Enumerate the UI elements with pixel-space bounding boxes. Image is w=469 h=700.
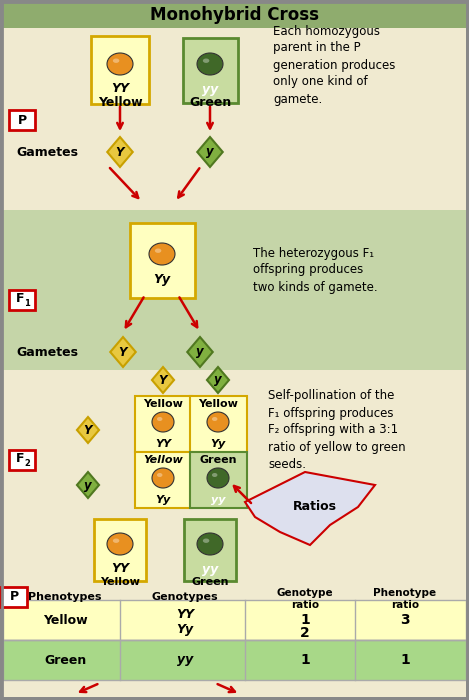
Ellipse shape <box>155 248 161 253</box>
Text: YY: YY <box>111 83 129 95</box>
Text: The heterozygous F₁
offspring produces
two kinds of gamete.: The heterozygous F₁ offspring produces t… <box>253 246 378 293</box>
Ellipse shape <box>197 53 223 75</box>
Ellipse shape <box>113 538 119 543</box>
Ellipse shape <box>107 53 133 75</box>
Text: y: y <box>84 479 92 491</box>
Ellipse shape <box>152 468 174 488</box>
Text: Ratios: Ratios <box>293 500 337 514</box>
FancyBboxPatch shape <box>189 452 247 508</box>
Ellipse shape <box>157 473 162 477</box>
Text: Y: Y <box>159 374 167 386</box>
Text: Y: Y <box>119 346 127 358</box>
Polygon shape <box>110 337 136 367</box>
FancyBboxPatch shape <box>9 450 35 470</box>
Ellipse shape <box>113 59 119 63</box>
FancyBboxPatch shape <box>3 640 466 680</box>
FancyBboxPatch shape <box>135 396 191 452</box>
Text: Genotypes: Genotypes <box>151 592 218 602</box>
Text: 1: 1 <box>300 613 310 627</box>
FancyBboxPatch shape <box>3 210 466 370</box>
Text: Gametes: Gametes <box>16 346 78 358</box>
Text: yy: yy <box>211 495 225 505</box>
FancyBboxPatch shape <box>184 519 236 581</box>
Ellipse shape <box>203 59 209 63</box>
Ellipse shape <box>157 417 162 421</box>
FancyBboxPatch shape <box>94 519 146 581</box>
Text: Green: Green <box>191 577 229 587</box>
Polygon shape <box>77 417 99 443</box>
Text: 1: 1 <box>400 653 410 667</box>
Ellipse shape <box>207 412 229 432</box>
Text: 2: 2 <box>300 626 310 640</box>
Polygon shape <box>187 337 213 367</box>
Text: Yellow: Yellow <box>143 455 183 465</box>
Text: y: y <box>196 346 204 358</box>
Text: YY: YY <box>176 608 194 622</box>
FancyBboxPatch shape <box>135 452 191 508</box>
FancyBboxPatch shape <box>1 587 27 607</box>
Ellipse shape <box>197 533 223 555</box>
Text: y: y <box>206 146 214 158</box>
Text: YY: YY <box>111 563 129 575</box>
FancyBboxPatch shape <box>3 600 466 640</box>
Text: Phenotype
ratio: Phenotype ratio <box>373 588 437 610</box>
Text: 1: 1 <box>24 298 30 307</box>
Text: Monohybrid Cross: Monohybrid Cross <box>150 6 318 24</box>
FancyBboxPatch shape <box>91 36 149 104</box>
Text: F: F <box>16 452 24 466</box>
FancyBboxPatch shape <box>9 290 35 310</box>
Text: Yellow: Yellow <box>143 399 183 409</box>
Text: yy: yy <box>177 654 193 666</box>
Text: y: y <box>214 374 222 386</box>
Text: Green: Green <box>189 95 231 108</box>
Ellipse shape <box>107 533 133 555</box>
Text: Yy: Yy <box>211 439 226 449</box>
Polygon shape <box>207 367 229 393</box>
FancyBboxPatch shape <box>189 396 247 452</box>
Polygon shape <box>77 472 99 498</box>
Text: 1: 1 <box>300 653 310 667</box>
Text: F: F <box>16 293 24 305</box>
Text: P: P <box>9 591 19 603</box>
Text: Yy: Yy <box>176 624 194 636</box>
Ellipse shape <box>212 417 218 421</box>
Polygon shape <box>152 367 174 393</box>
FancyBboxPatch shape <box>3 28 466 210</box>
Ellipse shape <box>207 468 229 488</box>
Polygon shape <box>245 472 375 545</box>
Text: Each homozygous
parent in the P
generation produces
only one kind of
gamete.: Each homozygous parent in the P generati… <box>273 25 395 106</box>
Text: 2: 2 <box>24 458 30 468</box>
Text: P: P <box>17 113 27 127</box>
Ellipse shape <box>212 473 218 477</box>
Text: Yellow: Yellow <box>43 613 87 626</box>
Text: Genotype
ratio: Genotype ratio <box>277 588 333 610</box>
Polygon shape <box>197 137 223 167</box>
Text: Yellow: Yellow <box>100 577 140 587</box>
Ellipse shape <box>152 412 174 432</box>
Text: yy: yy <box>202 83 218 95</box>
Text: Yellow: Yellow <box>198 399 238 409</box>
FancyBboxPatch shape <box>3 600 466 697</box>
Text: yy: yy <box>202 563 218 575</box>
Text: Green: Green <box>44 654 86 666</box>
Text: Self-pollination of the
F₁ offspring produces
F₂ offspring with a 3:1
ratio of y: Self-pollination of the F₁ offspring pro… <box>268 389 406 470</box>
FancyBboxPatch shape <box>3 370 466 600</box>
FancyBboxPatch shape <box>9 110 35 130</box>
Ellipse shape <box>203 538 209 543</box>
Text: Y: Y <box>84 424 92 437</box>
FancyBboxPatch shape <box>3 3 466 28</box>
FancyBboxPatch shape <box>129 223 195 298</box>
Text: Y: Y <box>116 146 124 158</box>
Polygon shape <box>107 137 133 167</box>
Text: Gametes: Gametes <box>16 146 78 158</box>
Ellipse shape <box>149 243 175 265</box>
Text: Yellow: Yellow <box>98 95 142 108</box>
Text: Yy: Yy <box>155 495 171 505</box>
Text: Green: Green <box>199 455 237 465</box>
FancyBboxPatch shape <box>182 38 237 102</box>
Text: YY: YY <box>155 439 171 449</box>
Text: 3: 3 <box>400 613 410 627</box>
Text: Yy: Yy <box>153 272 171 286</box>
Text: Phenotypes: Phenotypes <box>28 592 102 602</box>
